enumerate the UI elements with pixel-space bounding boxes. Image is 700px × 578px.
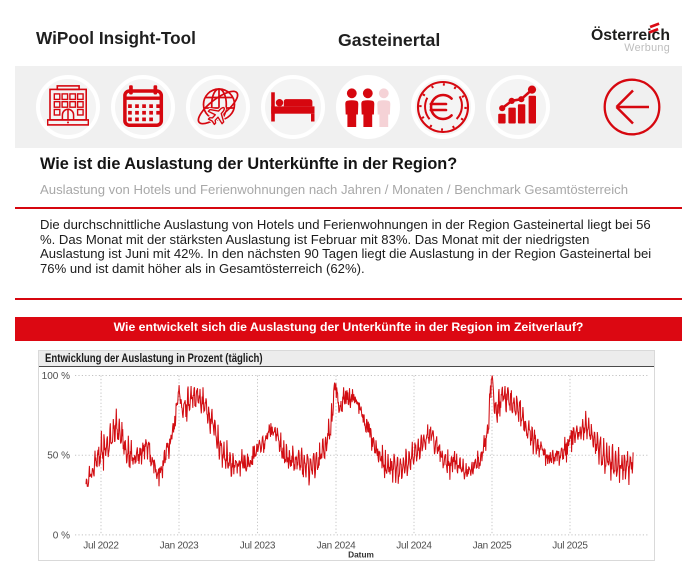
svg-text:Jul 2022: Jul 2022 <box>83 541 119 552</box>
svg-text:Datum: Datum <box>348 550 374 560</box>
svg-text:Jul 2023: Jul 2023 <box>240 541 276 552</box>
svg-text:100 %: 100 % <box>42 371 70 382</box>
svg-text:0 %: 0 % <box>53 530 70 541</box>
svg-text:Jan 2024: Jan 2024 <box>317 541 356 552</box>
svg-text:Jul 2025: Jul 2025 <box>552 541 588 552</box>
svg-text:Jan 2025: Jan 2025 <box>473 541 512 552</box>
svg-text:Jan 2023: Jan 2023 <box>160 541 199 552</box>
svg-text:Jul 2024: Jul 2024 <box>396 541 432 552</box>
svg-text:50 %: 50 % <box>47 451 70 462</box>
